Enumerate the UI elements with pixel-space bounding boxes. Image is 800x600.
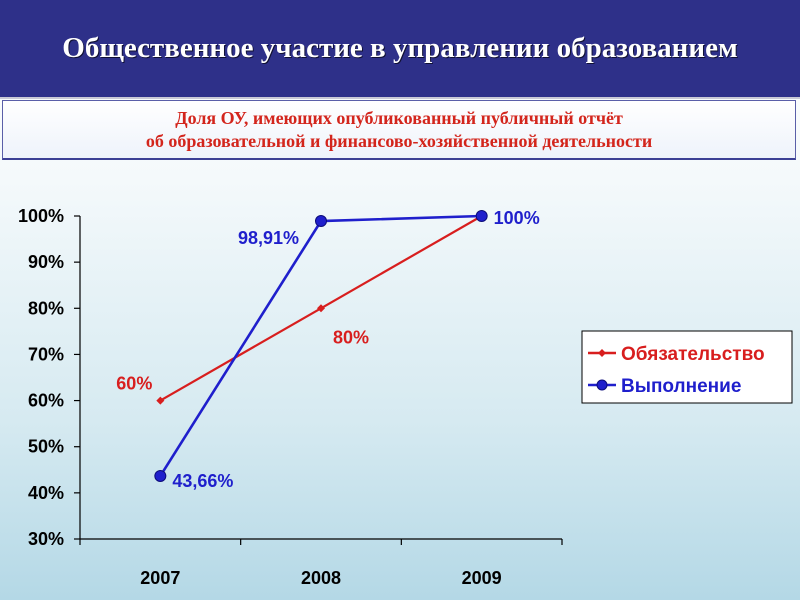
x-axis-tick-labels: 2007 2008 2009 — [140, 568, 501, 588]
chart-subtitle-box: Доля ОУ, имеющих опубликованный публичны… — [2, 100, 796, 160]
data-point-marker — [475, 210, 488, 222]
legend-box — [581, 330, 793, 404]
y-tick-label: 50% — [28, 437, 64, 457]
data-label: 43,66% — [172, 471, 233, 491]
y-tick-label: 100% — [18, 206, 64, 226]
y-tick-label: 70% — [28, 344, 64, 364]
legend-marker — [596, 379, 608, 391]
series-fulfillment — [154, 210, 488, 482]
data-labels: 60% 80% 43,66% 98,91% 100% — [116, 208, 539, 491]
y-tick-label: 80% — [28, 298, 64, 318]
data-point-marker — [154, 469, 167, 482]
chart-axes — [74, 215, 563, 545]
data-label: 60% — [116, 374, 152, 394]
y-tick-label: 60% — [28, 391, 64, 411]
y-tick-label: 30% — [28, 529, 64, 549]
chart-legend: Обязательство Выполнение — [581, 330, 793, 404]
series-line — [159, 214, 482, 477]
series-obligation — [156, 212, 486, 405]
legend-item: Выполнение — [588, 376, 741, 397]
x-tick-label: 2007 — [140, 568, 180, 588]
y-tick-label: 40% — [28, 483, 64, 503]
y-tick-label: 90% — [28, 252, 64, 272]
legend-label: Выполнение — [621, 376, 741, 397]
data-label: 98,91% — [238, 228, 299, 248]
x-tick-label: 2009 — [462, 568, 502, 588]
chart-subtitle-line-1: Доля ОУ, имеющих опубликованный публичны… — [175, 107, 623, 128]
legend-item: Обязательство — [588, 344, 765, 365]
y-axis-tick-labels: 30% 40% 50% 60% 70% 80% 90% 100% — [18, 206, 64, 549]
data-point-marker — [315, 215, 327, 228]
data-label: 100% — [494, 208, 540, 228]
data-point-marker — [317, 304, 325, 313]
title-bar: Общественное участие в управлении образо… — [0, 0, 800, 99]
legend-marker — [598, 349, 606, 357]
series-layer — [154, 210, 488, 482]
chart-subtitle-line-2: об образовательной и финансово-хозяйстве… — [145, 130, 653, 151]
data-point-marker — [156, 396, 165, 405]
legend-label: Обязательство — [621, 344, 765, 365]
data-label: 80% — [333, 327, 369, 347]
page-title: Общественное участие в управлении образо… — [62, 32, 738, 64]
x-tick-label: 2008 — [301, 568, 341, 588]
